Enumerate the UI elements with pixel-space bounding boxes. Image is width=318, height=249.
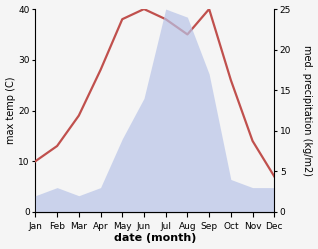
Y-axis label: max temp (C): max temp (C) (5, 77, 16, 144)
Y-axis label: med. precipitation (kg/m2): med. precipitation (kg/m2) (302, 45, 313, 176)
X-axis label: date (month): date (month) (114, 234, 196, 244)
